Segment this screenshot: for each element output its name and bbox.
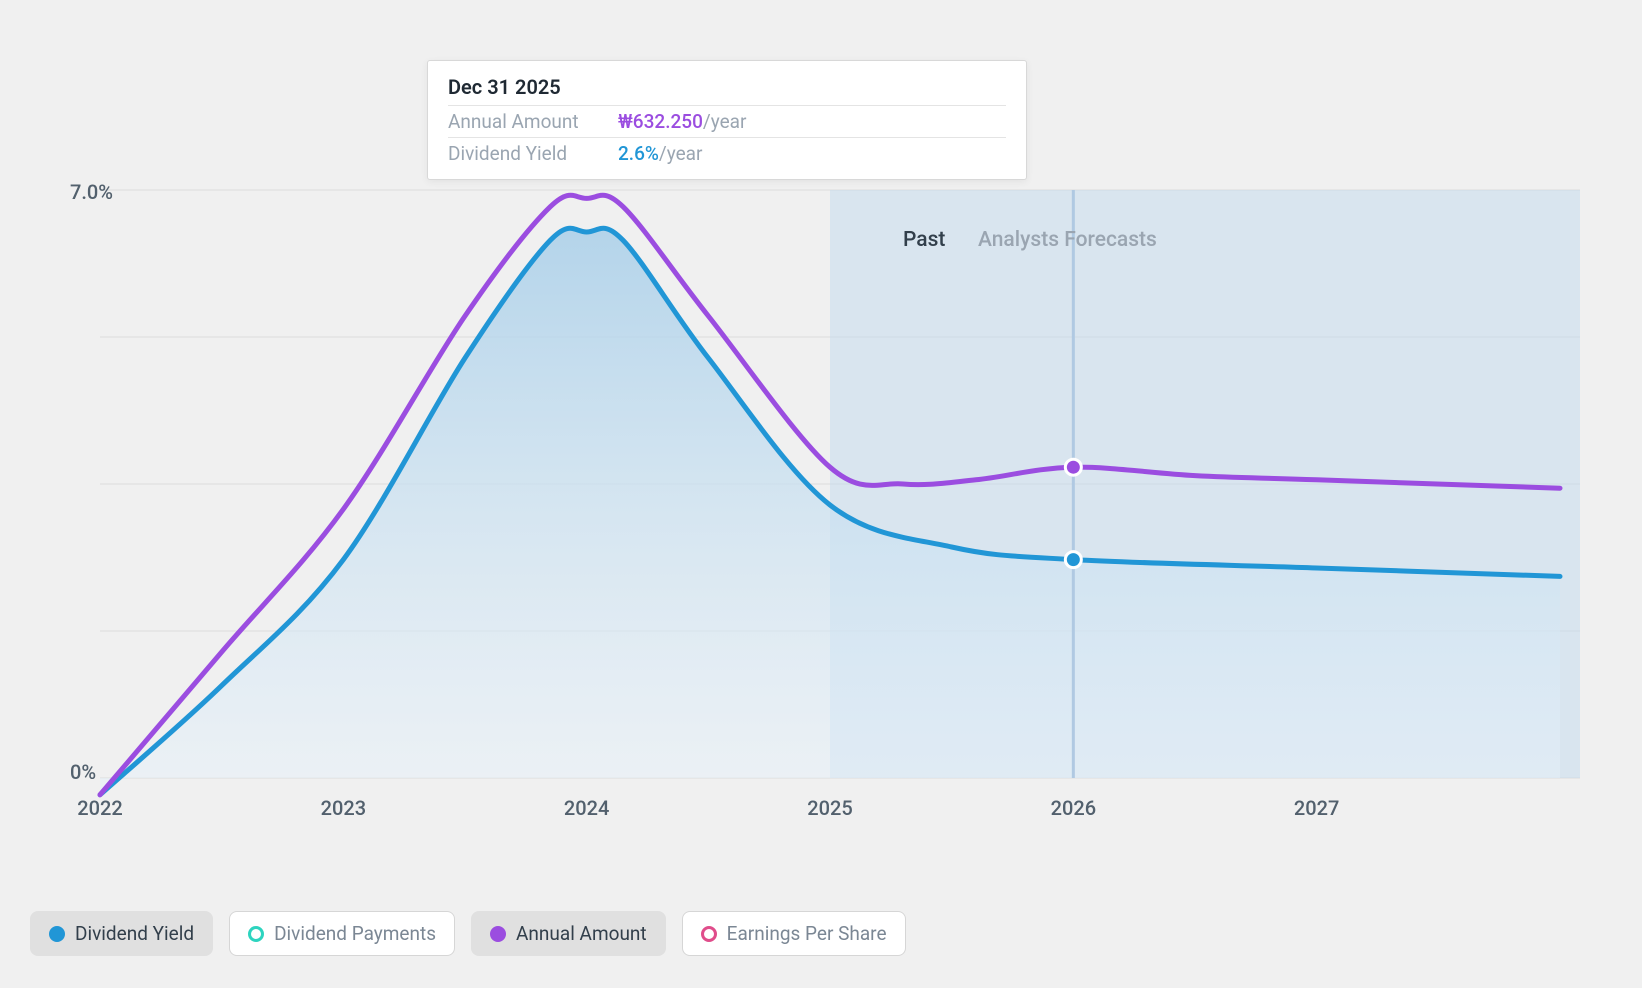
plot-area[interactable]: 7.0% 0% 2022 2023 2024 2025 2026 2027 Past An… — [30, 30, 1612, 840]
chart-legend: Dividend Yield Dividend Payments Annual Am… — [30, 911, 906, 956]
chart-tooltip: Dec 31 2025 Annual Amount₩632.250/yearDi… — [427, 60, 1027, 180]
legend-item-label: Dividend Payments — [274, 922, 436, 945]
y-tick-min: 0% — [70, 760, 96, 784]
legend-item-label: Earnings Per Share — [727, 922, 887, 945]
forecast-label: Analysts Forecasts — [978, 228, 1157, 252]
legend-marker-icon — [701, 926, 717, 942]
x-tick-label: 2024 — [564, 796, 609, 820]
tooltip-row-value: 2.6% — [618, 142, 659, 165]
tooltip-row: Annual Amount₩632.250/year — [448, 105, 1006, 137]
tooltip-row: Dividend Yield2.6%/year — [448, 137, 1006, 169]
tooltip-row-value: ₩632.250 — [618, 110, 703, 133]
x-tick-label: 2025 — [807, 796, 852, 820]
legend-item-dividend-yield[interactable]: Dividend Yield — [30, 911, 213, 956]
tooltip-row-suffix: /year — [659, 142, 703, 165]
x-tick-label: 2026 — [1051, 796, 1096, 820]
legend-marker-icon — [490, 926, 506, 942]
legend-item-earnings-per-share[interactable]: Earnings Per Share — [682, 911, 906, 956]
tooltip-row-label: Annual Amount — [448, 110, 618, 133]
x-tick-label: 2023 — [321, 796, 366, 820]
legend-item-dividend-payments[interactable]: Dividend Payments — [229, 911, 455, 956]
legend-item-annual-amount[interactable]: Annual Amount — [471, 911, 666, 956]
legend-item-label: Annual Amount — [516, 922, 647, 945]
tooltip-row-suffix: /year — [703, 110, 747, 133]
legend-marker-icon — [248, 926, 264, 942]
past-label: Past — [903, 228, 945, 252]
legend-marker-icon — [49, 926, 65, 942]
y-tick-max: 7.0% — [70, 180, 113, 204]
tooltip-title: Dec 31 2025 — [448, 75, 1006, 99]
legend-item-label: Dividend Yield — [75, 922, 194, 945]
x-tick-label: 2022 — [77, 796, 122, 820]
x-tick-label: 2027 — [1294, 796, 1339, 820]
tooltip-row-label: Dividend Yield — [448, 142, 618, 165]
dividend-chart: 7.0% 0% 2022 2023 2024 2025 2026 2027 Past An… — [0, 0, 1642, 988]
